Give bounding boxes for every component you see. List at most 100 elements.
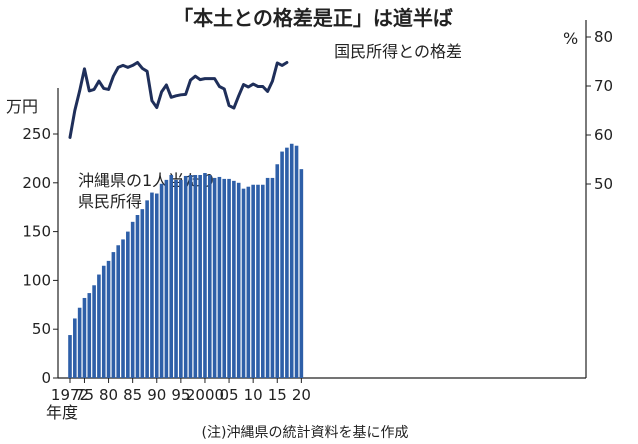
right-axis-unit: % [563, 29, 578, 48]
right-tick-label: 60 [594, 126, 613, 144]
line-point-1973 [73, 109, 77, 112]
bar-2003 [217, 176, 222, 378]
line-point-2012 [261, 85, 264, 88]
bar-2000 [203, 173, 207, 378]
bar-1991 [159, 183, 164, 378]
bar-1997 [188, 174, 193, 378]
line-point-1991 [160, 90, 163, 94]
left-axis-unit: 万円 [6, 97, 38, 116]
left-tick-label: 100 [22, 271, 51, 289]
bar-1996 [183, 175, 188, 378]
bar-1977 [92, 285, 96, 378]
line-point-1997 [189, 78, 192, 82]
x-tick-label: 20 [292, 386, 311, 404]
bar-2018 [289, 143, 294, 378]
line-point-1998 [194, 75, 197, 78]
bar-1974 [77, 307, 82, 378]
line-point-1986 [136, 61, 139, 64]
bar-2013 [265, 177, 270, 378]
line-point-1983 [121, 64, 125, 67]
line-point-1995 [179, 93, 183, 97]
bar-1983 [121, 239, 125, 378]
line-point-1978 [97, 79, 101, 83]
left-tick-label: 250 [22, 125, 51, 143]
line-point-2008 [242, 83, 245, 86]
bar-1984 [126, 231, 130, 378]
bar-1987 [140, 209, 145, 378]
bar-1992 [164, 179, 169, 378]
line-point-1992 [165, 83, 168, 87]
bar-2004 [222, 178, 227, 378]
bar-1999 [198, 174, 202, 378]
bar-2009 [246, 186, 251, 378]
x-tick-label: 90 [147, 386, 166, 404]
bar-1988 [145, 200, 149, 378]
chart-title: 「本土との格差是正」は道半ば [173, 6, 453, 30]
left-tick-label: 50 [32, 320, 51, 338]
bar-1986 [135, 215, 140, 378]
line-point-1974 [78, 89, 81, 93]
bar-1994 [174, 179, 178, 378]
line-point-1976 [88, 89, 91, 93]
bar-2002 [212, 177, 217, 378]
line-series [68, 60, 289, 139]
bar-series-label-line-2: 県民所得 [78, 192, 142, 211]
bar-1998 [193, 174, 198, 378]
line-point-2010 [251, 82, 255, 86]
line-point-2013 [266, 90, 269, 93]
bar-2016 [280, 151, 284, 378]
x-tick-label: 1972 [51, 386, 89, 404]
bar-1985 [130, 221, 135, 378]
line-point-1990 [155, 106, 158, 109]
left-tick-label: 150 [22, 223, 51, 241]
bar-1978 [97, 274, 101, 378]
line-point-1988 [145, 70, 149, 73]
line-point-2011 [256, 85, 260, 88]
bar-2017 [285, 147, 289, 378]
line-point-2014 [271, 79, 274, 83]
bar-series [68, 143, 304, 378]
line-point-1985 [131, 64, 134, 67]
line-point-1977 [92, 88, 96, 91]
bar-2012 [261, 184, 265, 378]
line-point-1993 [170, 96, 173, 99]
line-point-1975 [83, 67, 86, 71]
line-point-1989 [150, 99, 154, 102]
line-point-2003 [218, 85, 221, 88]
source-note: (注)沖縄県の統計資料を基に作成 [202, 424, 409, 441]
bar-1989 [150, 192, 154, 378]
x-tick-label: 15 [268, 386, 287, 404]
line-point-2007 [237, 94, 240, 98]
bar-1981 [111, 252, 116, 378]
x-tick-label: 95 [171, 386, 190, 404]
line-point-1984 [126, 66, 130, 69]
right-tick-label: 80 [594, 28, 613, 46]
bar-2007 [236, 182, 241, 378]
line-point-2002 [213, 77, 216, 80]
bar-2006 [232, 180, 236, 378]
x-tick-label: 85 [123, 386, 142, 404]
x-tick-label: 05 [220, 386, 239, 404]
line-point-2015 [276, 61, 279, 65]
bar-2001 [207, 174, 212, 378]
x-tick-label: 80 [99, 386, 118, 404]
line-point-2004 [223, 87, 226, 91]
bar-2015 [275, 164, 280, 378]
bar-2020 [299, 169, 304, 378]
x-tick-label: 75 [75, 386, 94, 404]
bar-2008 [241, 188, 246, 378]
line-point-1979 [102, 87, 105, 90]
bar-2010 [251, 184, 255, 378]
line-point-1987 [141, 67, 144, 70]
line-point-1972 [68, 136, 72, 139]
x-axis-sub-label: 年度 [46, 403, 78, 422]
bar-1993 [169, 174, 174, 378]
line-point-1994 [174, 94, 178, 98]
line-point-2000 [203, 77, 207, 80]
line-series-label: 国民所得との格差 [334, 42, 462, 61]
line-series-path [68, 60, 289, 139]
bar-1975 [82, 297, 87, 378]
line-point-2001 [208, 77, 211, 80]
left-tick-label: 200 [22, 174, 51, 192]
